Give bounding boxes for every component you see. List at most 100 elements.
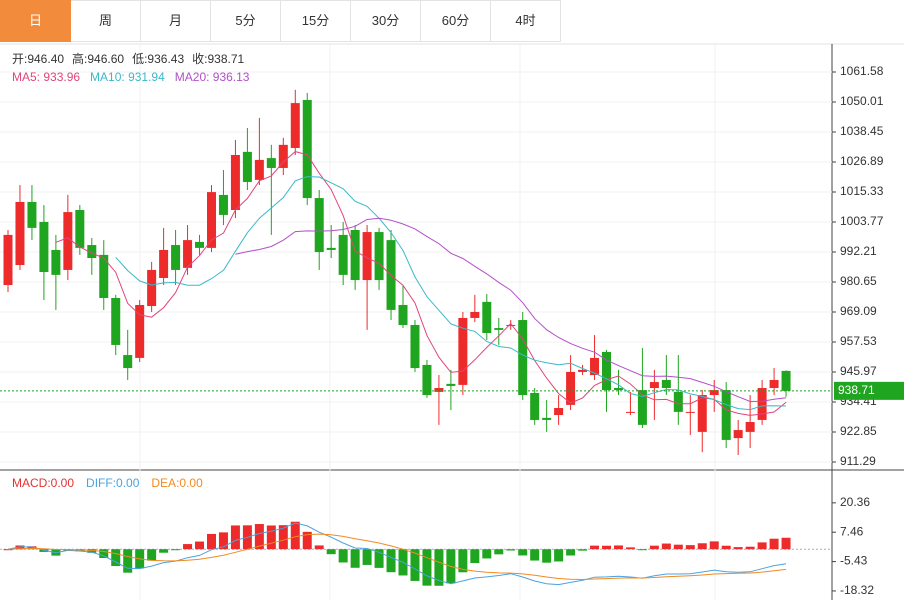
macd-bar	[314, 545, 324, 550]
y-tick-label: 1003.77	[840, 214, 884, 228]
macd-bar	[3, 549, 13, 551]
ma-legend: MA10: 931.94	[90, 70, 165, 84]
macd-bar	[290, 521, 300, 550]
period-tab[interactable]: 月	[141, 0, 211, 42]
candle-body	[446, 383, 456, 386]
candle-body	[374, 232, 384, 281]
y-tick-label: 957.53	[840, 334, 877, 348]
y-tick-label: 1061.58	[840, 64, 884, 78]
macd-bar	[123, 549, 133, 573]
macd-bar	[757, 542, 767, 550]
ohlc-legend: 收:938.71	[192, 52, 244, 66]
candle-body	[3, 234, 13, 285]
candle-body	[350, 229, 360, 281]
candle-body	[422, 364, 432, 396]
candle-body	[63, 212, 73, 270]
macd-bar	[147, 549, 157, 561]
candle-body	[242, 151, 252, 182]
macd-bar	[506, 549, 516, 551]
macd-bar	[769, 538, 779, 550]
candle-body	[566, 371, 576, 405]
period-tab[interactable]: 周	[71, 0, 141, 42]
macd-bar	[99, 549, 109, 559]
candle-body	[721, 390, 731, 440]
ma-line	[235, 217, 787, 403]
candle-body	[602, 351, 611, 391]
macd-bar	[302, 531, 312, 550]
candle-body	[195, 241, 205, 248]
ma-line	[55, 151, 787, 416]
macd-bar	[195, 541, 205, 550]
candle-body	[266, 158, 276, 168]
candle-body	[206, 192, 216, 248]
candle-body	[338, 234, 348, 275]
candle-body	[362, 232, 372, 281]
candle-body	[326, 247, 336, 250]
candle-body	[697, 395, 707, 432]
candle-body	[171, 245, 181, 270]
candle-body	[314, 198, 324, 253]
macd-bar	[709, 541, 719, 550]
candle-body	[745, 422, 755, 432]
macd-bar	[781, 537, 791, 550]
macd-bar	[362, 549, 372, 565]
macd-bar	[338, 549, 348, 563]
period-tab[interactable]: 日	[0, 0, 71, 42]
macd-bar	[697, 543, 707, 550]
macd-bar	[206, 533, 216, 550]
macd-bar	[518, 549, 528, 556]
ma-legend: MA5: 933.96	[12, 70, 80, 84]
macd-bar	[733, 547, 743, 550]
ma-legend: MA20: 936.13	[175, 70, 250, 84]
candle-body	[661, 379, 671, 389]
period-tab[interactable]: 5分	[211, 0, 281, 42]
candle-body	[685, 411, 695, 413]
macd-bar	[578, 549, 588, 551]
macd-bar	[661, 543, 671, 550]
macd-bar	[649, 545, 659, 550]
candle-body	[51, 249, 61, 275]
y-tick-label: 1038.45	[840, 124, 884, 138]
candle-body	[578, 369, 588, 372]
macd-bar	[745, 546, 755, 550]
macd-y-tick-label: 20.36	[840, 495, 870, 509]
candle-body	[75, 209, 85, 248]
macd-line	[7, 522, 787, 586]
candle-body	[218, 194, 228, 215]
ohlc-legend: 高:946.60	[72, 51, 124, 66]
candle-body	[506, 324, 516, 326]
period-tab[interactable]: 4时	[491, 0, 561, 42]
candle-body	[39, 221, 49, 273]
macd-legend: MACD:0.00	[12, 476, 74, 490]
candle-body	[87, 245, 97, 259]
macd-bar	[625, 547, 635, 550]
candle-body	[542, 417, 552, 420]
candle-body	[27, 201, 37, 228]
ma-line	[115, 176, 787, 411]
candle-body	[254, 159, 264, 180]
period-tab[interactable]: 30分	[351, 0, 421, 42]
macd-bar	[87, 549, 97, 553]
candle-body	[135, 304, 145, 358]
candle-body	[111, 297, 121, 345]
macd-bar	[326, 549, 336, 555]
macd-bar	[721, 545, 731, 550]
candle-body	[625, 411, 635, 413]
period-tab[interactable]: 60分	[421, 0, 491, 42]
macd-bar	[613, 545, 623, 550]
candle-body	[123, 355, 133, 369]
candle-body	[410, 324, 420, 369]
candle-body	[15, 201, 25, 266]
period-tab[interactable]: 15分	[281, 0, 351, 42]
macd-legend: DIFF:0.00	[86, 476, 140, 490]
macd-y-tick-label: 7.46	[840, 524, 864, 538]
candle-body	[278, 144, 288, 168]
candle-body	[673, 391, 683, 412]
y-tick-label: 945.97	[840, 364, 877, 378]
candle-body	[781, 370, 791, 391]
candle-body	[99, 254, 109, 298]
macd-bar	[530, 549, 540, 561]
last-price-label: 938.71	[838, 383, 875, 397]
candle-body	[458, 317, 468, 385]
candle-body	[290, 103, 300, 148]
